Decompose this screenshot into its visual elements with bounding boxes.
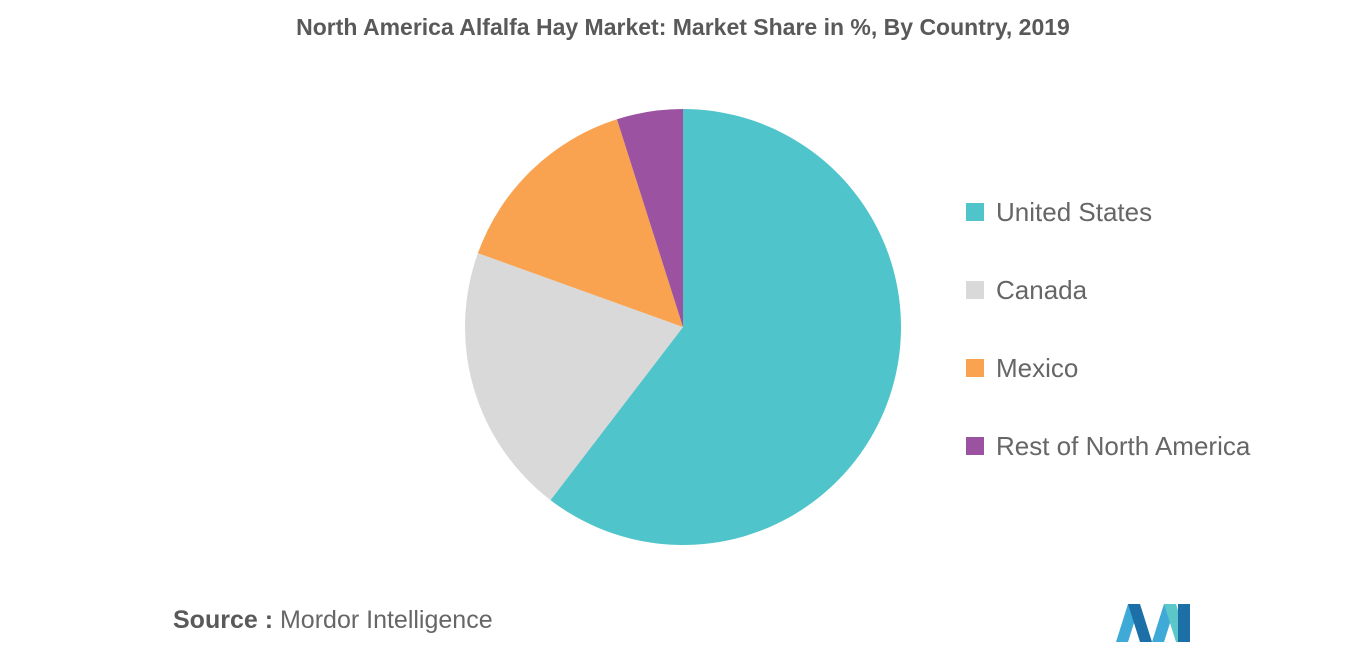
source-note: Source : Mordor Intelligence <box>173 606 493 635</box>
legend-swatch <box>966 281 984 299</box>
pie-slice-united-states <box>550 109 901 546</box>
legend-label: United States <box>996 196 1153 227</box>
legend-item-rest-of-north-america: Rest of North America <box>966 426 1250 466</box>
legend-swatch <box>966 203 984 221</box>
legend-label: Mexico <box>996 352 1079 383</box>
legend-swatch <box>966 359 984 377</box>
pie-slice-mexico <box>477 119 683 327</box>
pie-slice-canada <box>465 253 683 501</box>
legend-item-mexico: Mexico <box>966 348 1250 388</box>
legend-item-canada: Canada <box>966 270 1250 310</box>
chart-title: North America Alfalfa Hay Market: Market… <box>296 14 1070 40</box>
source-text: Mordor Intelligence <box>279 606 493 634</box>
source-label: Source : <box>173 606 274 634</box>
legend-label: Rest of North America <box>996 430 1251 461</box>
legend-label: Canada <box>996 274 1088 305</box>
mordor-intelligence-logo-icon <box>1116 604 1190 642</box>
pie-slice-rest-of-north-america <box>616 109 683 327</box>
legend-item-united-states: United States <box>966 192 1250 232</box>
chart-legend: United States Canada Mexico Rest of North A… <box>966 192 1250 504</box>
legend-swatch <box>966 437 984 455</box>
